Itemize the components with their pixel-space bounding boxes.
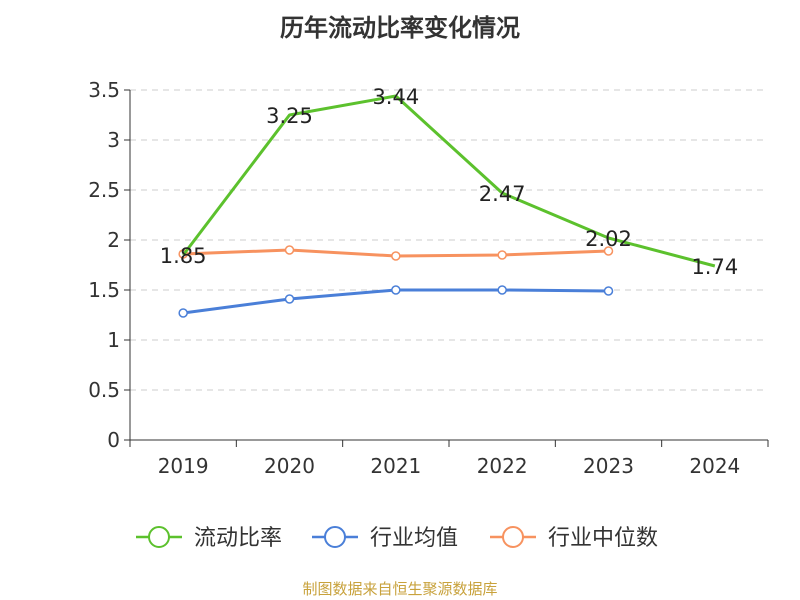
chart-title: 历年流动比率变化情况 bbox=[280, 14, 520, 42]
y-tick-label: 3.5 bbox=[88, 78, 120, 102]
x-tick-label: 2019 bbox=[158, 454, 209, 478]
data-label: 2.02 bbox=[585, 227, 632, 251]
data-label: 2.47 bbox=[479, 182, 526, 206]
x-tick-label: 2021 bbox=[370, 454, 421, 478]
legend-label: 行业中位数 bbox=[548, 526, 658, 551]
legend-marker bbox=[148, 526, 170, 548]
data-point bbox=[497, 285, 507, 295]
legend[interactable]: 流动比率 行业均值 行业中位数 bbox=[136, 526, 658, 551]
data-label: 3.25 bbox=[266, 104, 313, 128]
data-source-note: 制图数据来自恒生聚源数据库 bbox=[302, 580, 498, 598]
data-point bbox=[284, 294, 295, 304]
y-tick-label: 0 bbox=[107, 428, 120, 452]
data-point bbox=[497, 250, 507, 260]
legend-item[interactable]: 行业中位数 bbox=[490, 526, 658, 551]
y-tick-label: 2.5 bbox=[88, 178, 120, 202]
grid-lines bbox=[130, 89, 768, 391]
x-tick-label: 2024 bbox=[689, 454, 740, 478]
legend-label: 流动比率 bbox=[194, 526, 282, 551]
series-lines bbox=[178, 94, 716, 318]
data-point bbox=[178, 308, 188, 318]
x-tick-label: 2020 bbox=[264, 454, 315, 478]
y-tick-label: 0.5 bbox=[88, 378, 120, 402]
y-tick-label: 1.5 bbox=[88, 278, 120, 302]
y-tick-label: 2 bbox=[107, 228, 120, 252]
data-point bbox=[603, 286, 614, 296]
y-tick-label: 1 bbox=[107, 328, 120, 352]
data-labels: 1.85 3.25 3.44 2.47 2.02 1.74 bbox=[160, 85, 738, 279]
axes: 0 0.5 1 1.5 2 2.5 3 3.5 2019 2020 2021 2022 2023 2024 bbox=[88, 78, 769, 478]
x-tick-label: 2023 bbox=[583, 454, 634, 478]
x-tick-label: 2022 bbox=[477, 454, 528, 478]
legend-item[interactable]: 流动比率 bbox=[136, 526, 282, 551]
legend-label: 行业均值 bbox=[370, 526, 458, 551]
data-label: 1.74 bbox=[691, 255, 738, 279]
data-label: 1.85 bbox=[160, 244, 207, 268]
data-point bbox=[284, 245, 295, 255]
data-point bbox=[391, 285, 401, 295]
legend-marker bbox=[502, 526, 524, 548]
data-point bbox=[391, 251, 401, 261]
legend-item[interactable]: 行业均值 bbox=[312, 526, 458, 551]
legend-marker bbox=[324, 526, 346, 548]
data-label: 3.44 bbox=[372, 85, 419, 109]
series-line bbox=[181, 94, 716, 268]
data-point bbox=[603, 246, 614, 256]
y-tick-label: 3 bbox=[107, 128, 120, 152]
